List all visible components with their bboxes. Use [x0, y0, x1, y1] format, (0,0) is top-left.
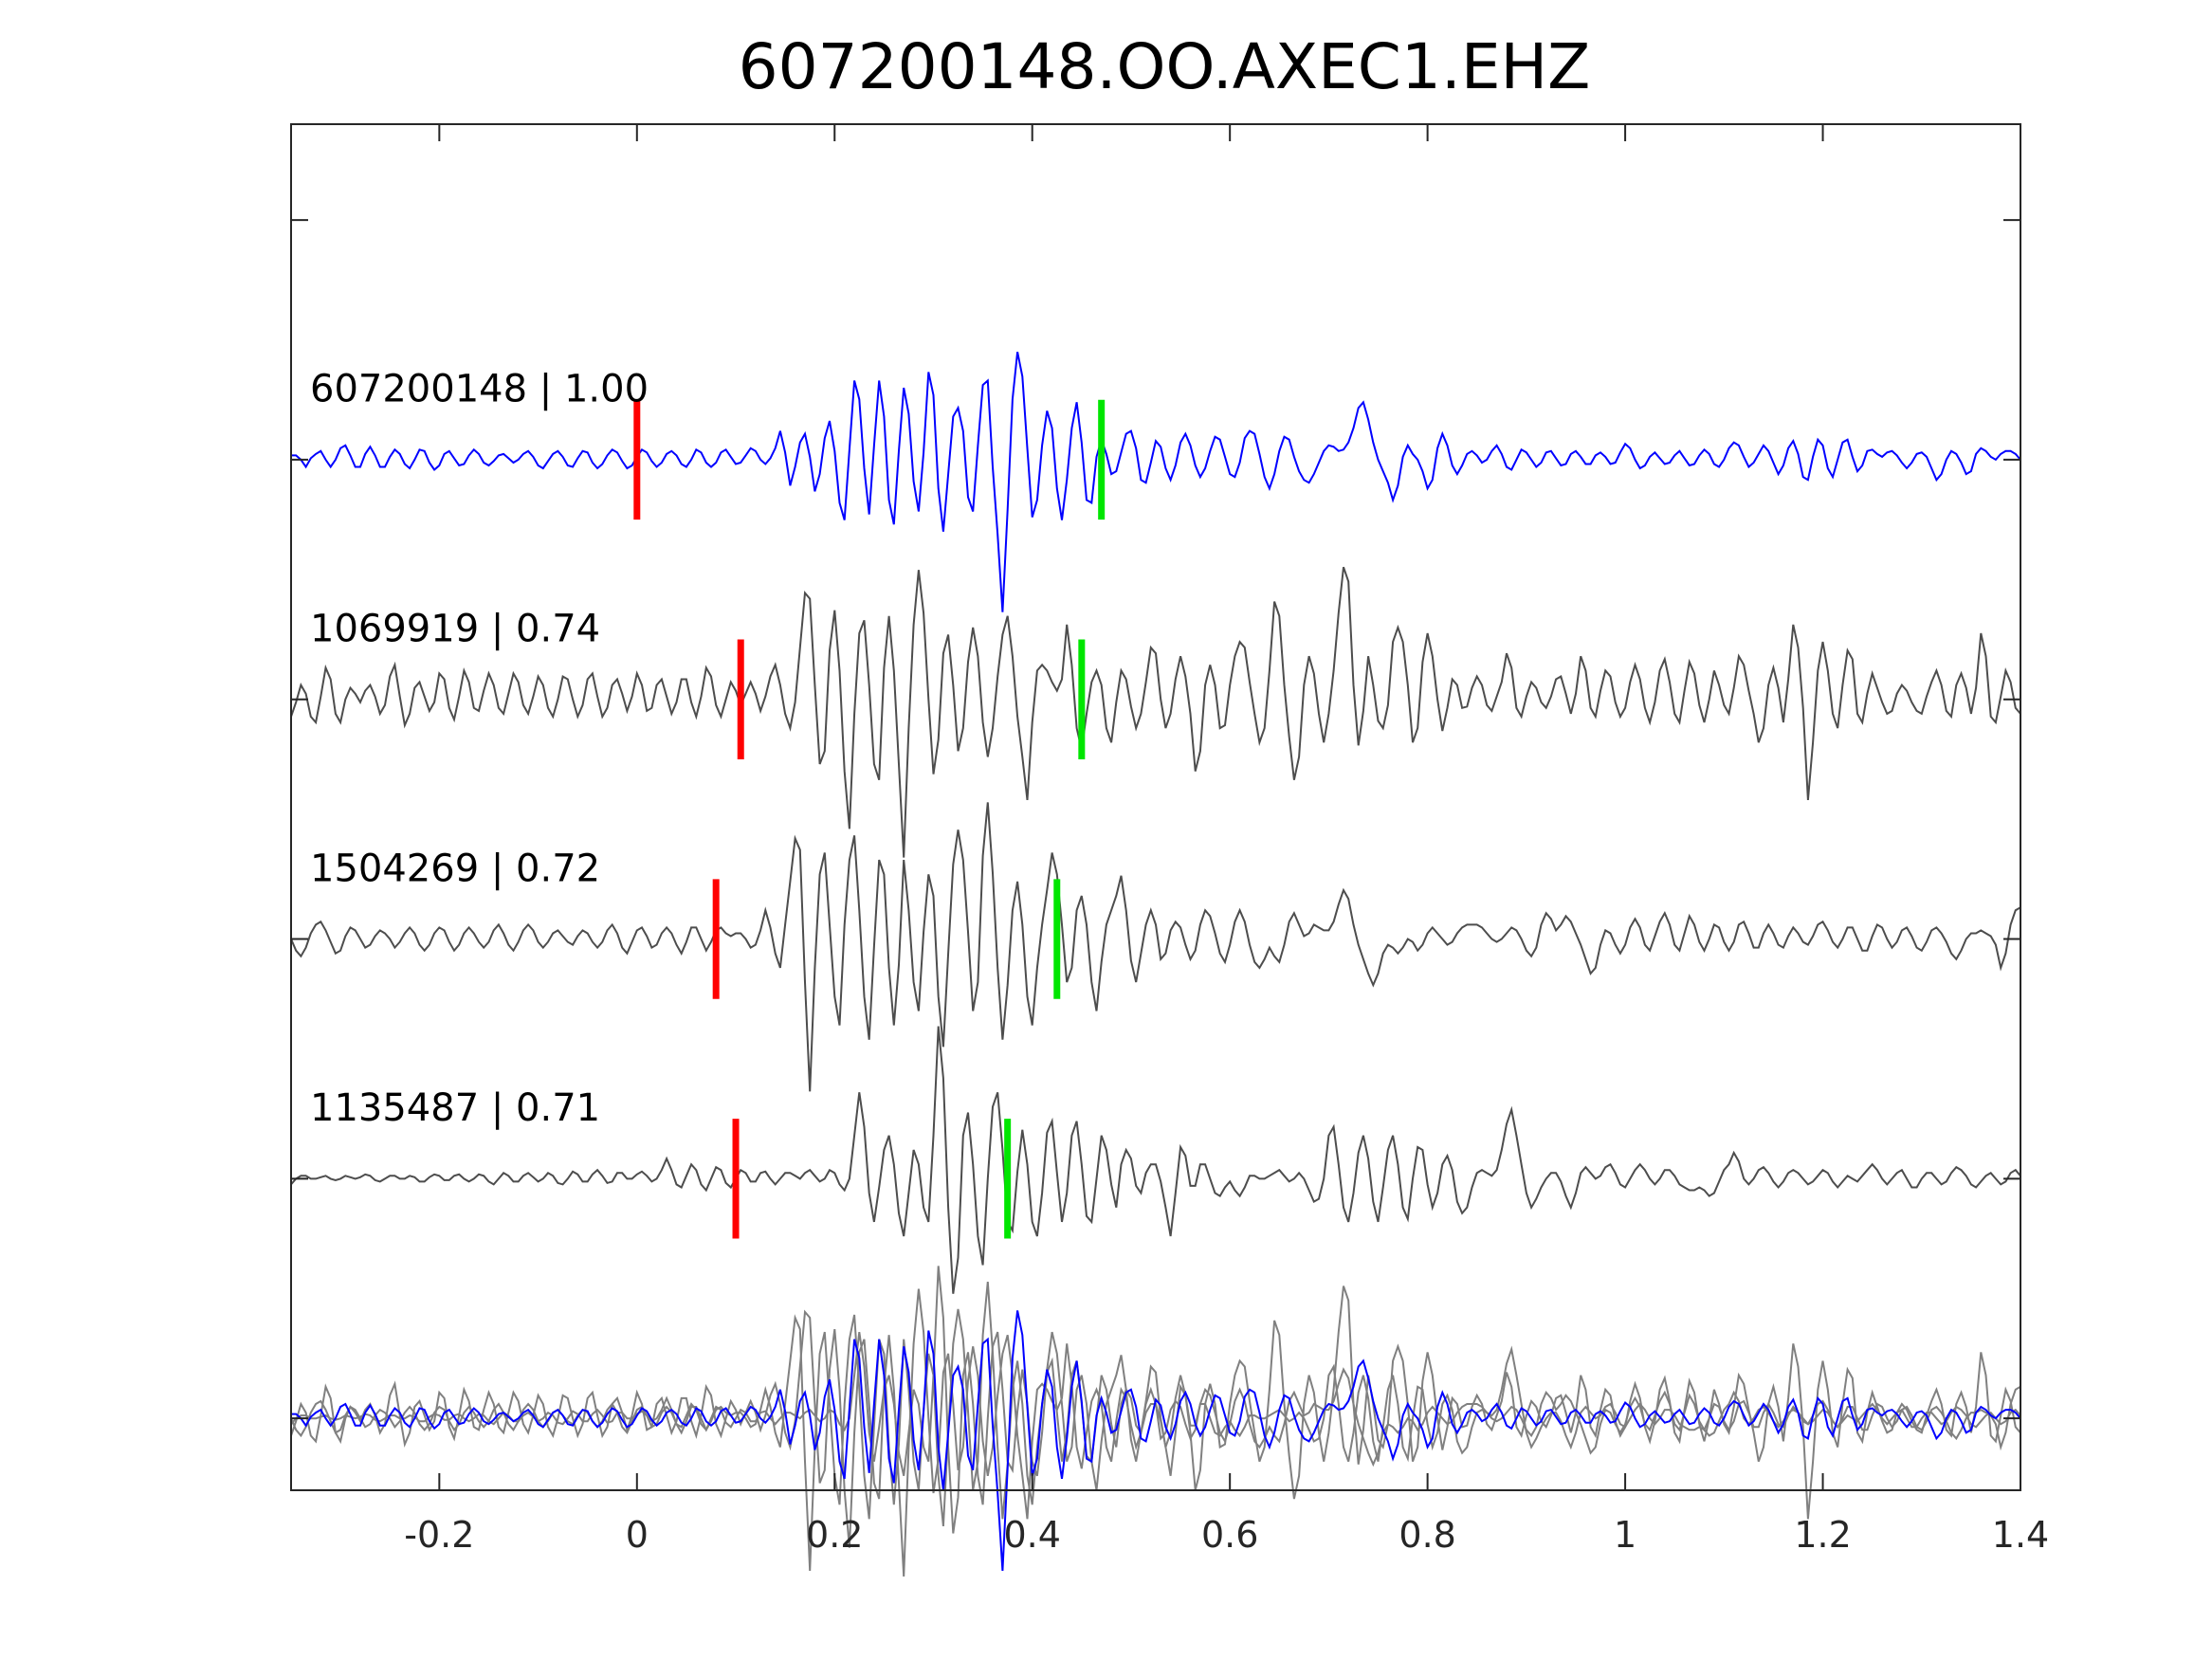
y-axis-ticks: [291, 219, 2020, 1420]
x-tick-label-2: 0: [626, 1514, 649, 1556]
x-axis-tick-labels: -0.2 0 0.2 0.4 0.6 0.8 1 1.2 1.4: [404, 1514, 2049, 1556]
x-tick-label-8: 1.2: [1794, 1514, 1851, 1556]
trace-label-3: 1504269 | 0.72: [310, 847, 600, 890]
x-tick-label-7: 1: [1614, 1514, 1636, 1556]
x-tick-label-5: 0.6: [1201, 1514, 1258, 1556]
x-tick-label-6: 0.8: [1398, 1514, 1455, 1556]
trace-label-4: 1135487 | 0.71: [310, 1086, 600, 1130]
waveform-trace-4: [290, 1026, 2021, 1294]
x-tick-label-9: 1.4: [1992, 1514, 2049, 1556]
waveform-trace-1: [291, 352, 2021, 612]
chart-title: 607200148.OO.AXEC1.EHZ: [739, 30, 1591, 103]
x-tick-label-1: -0.2: [404, 1514, 474, 1556]
axes: -0.2 0 0.2 0.4 0.6 0.8 1 1.2 1.4: [290, 123, 2049, 1556]
waveform-trace-3: [290, 802, 2021, 1092]
x-axis-ticks: [438, 124, 2021, 1490]
trace-label-1: 607200148 | 1.00: [310, 368, 649, 411]
x-tick-label-4: 0.4: [1003, 1514, 1060, 1556]
trace-label-2: 1069919 | 0.74: [310, 608, 600, 651]
phase-picks: [633, 399, 1106, 1239]
x-tick-label-3: 0.2: [806, 1514, 863, 1556]
overlay-match-trace-1: [290, 1285, 2021, 1577]
overlay-match-trace-3: [290, 1266, 2021, 1534]
overlay-template-trace: [291, 1310, 2021, 1571]
trace-labels: 607200148 | 1.00 1069919 | 0.74 1504269 | …: [310, 368, 649, 1130]
axes-frame: [290, 123, 2021, 1491]
waveform-trace-2: [290, 566, 2021, 858]
waveform-traces: [290, 352, 2021, 1577]
plot-area: 607200148 | 1.00 1069919 | 0.74 1504269 | …: [290, 352, 2021, 1577]
